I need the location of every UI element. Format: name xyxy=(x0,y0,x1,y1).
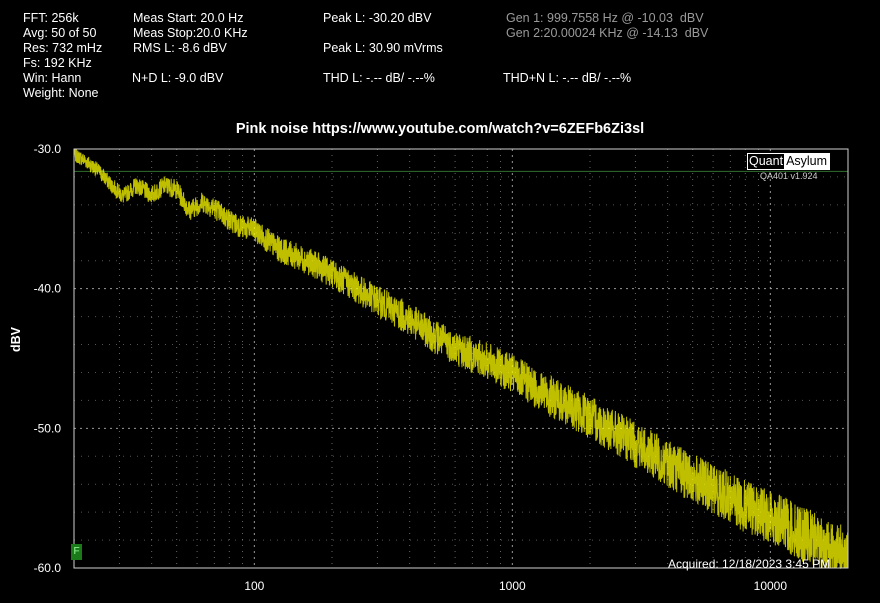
version-label: QA401 v1.924 xyxy=(760,171,818,181)
plot-frame xyxy=(73,148,849,569)
y-tick-label: -30.0 xyxy=(34,142,62,156)
f-marker-button[interactable]: F xyxy=(71,544,82,560)
noise-distortion-level: N+D L: -9.0 dBV xyxy=(132,71,224,85)
y-tick-label: -60.0 xyxy=(34,561,62,575)
axis-ticks: -30.0 -40.0 -50.0 -60.0 100 1000 10000 xyxy=(34,142,788,593)
x-tick-label: 1000 xyxy=(499,579,526,593)
x-tick-label: 100 xyxy=(244,579,264,593)
x-tick-label: 10000 xyxy=(754,579,788,593)
resolution: Res: 732 mHz xyxy=(23,41,103,55)
sample-rate: Fs: 192 KHz xyxy=(23,56,92,70)
averages: Avg: 50 of 50 xyxy=(23,26,97,40)
y-tick-label: -40.0 xyxy=(34,282,62,296)
thd-n-readout: THD+N L: -.-- dB/ -.--% xyxy=(503,71,632,85)
peak-level-dbv: Peak L: -30.20 dBV xyxy=(323,11,432,25)
peak-level-mvrms: Peak L: 30.90 mVrms xyxy=(323,41,443,55)
thd-readout: THD L: -.-- dB/ -.--% xyxy=(323,71,435,85)
spectrum-trace xyxy=(73,148,849,570)
y-tick-label: -50.0 xyxy=(34,421,62,435)
generator-2: Gen 2:20.00024 KHz @ -14.13 dBV xyxy=(506,26,709,40)
logo-part-2: Asylum xyxy=(784,154,830,169)
trace-layer xyxy=(73,148,849,570)
window-type: Win: Hann xyxy=(23,71,82,85)
measure-start: Meas Start: 20.0 Hz xyxy=(133,11,244,25)
weighting: Weight: None xyxy=(23,86,99,100)
generator-1: Gen 1: 999.7558 Hz @ -10.03 dBV xyxy=(506,11,704,25)
rms-level: RMS L: -8.6 dBV xyxy=(133,41,227,55)
logo-part-1: Quant xyxy=(748,154,785,169)
fft-size: FFT: 256k xyxy=(23,11,79,25)
quantasylum-logo: Quant Asylum xyxy=(747,153,831,170)
chart-title: Pink noise https://www.youtube.com/watch… xyxy=(235,121,645,137)
measure-stop: Meas Stop:20.0 KHz xyxy=(133,26,248,40)
acquired-timestamp: Acquired: 12/18/2023 3:45 PM xyxy=(668,557,831,571)
